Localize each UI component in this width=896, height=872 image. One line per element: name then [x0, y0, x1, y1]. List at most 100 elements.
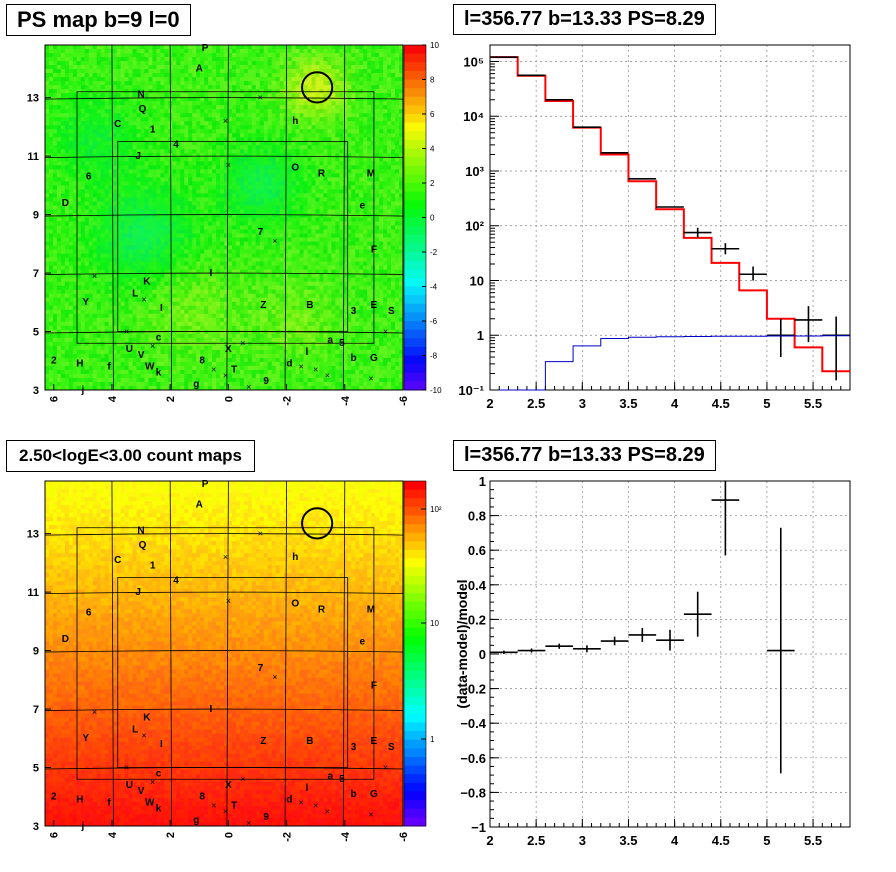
y-tick-label: −0.2	[460, 682, 486, 697]
source-label: k	[156, 367, 162, 378]
source-label: L	[132, 724, 138, 735]
x-tick-label: 5.5	[804, 396, 822, 411]
source-label: X	[225, 344, 232, 355]
source-label: G	[370, 353, 378, 364]
grid	[489, 45, 850, 391]
source-label: 3	[351, 742, 357, 753]
source-label: 1	[150, 125, 156, 136]
source-label: D	[62, 198, 69, 209]
spectrum-title: l=356.77 b=13.33 PS=8.29	[453, 4, 716, 35]
x-tick-label: 3	[579, 833, 586, 848]
colorbar-tick-label: 6	[430, 110, 435, 119]
y-tick-label: 11	[27, 587, 39, 599]
spectrum-plot: 2 2.5 3 3.5 4 4.5 5 5.5 10⁻¹ 1 10 10² 10³ 10⁴ 10⁵	[458, 44, 851, 411]
source-label: I	[210, 704, 213, 715]
source-label: 6	[86, 171, 92, 182]
source-label: E	[371, 300, 378, 311]
source-label: f	[107, 362, 111, 373]
x-tick-label: 5.5	[804, 833, 822, 848]
x-tick-label: 2.5	[527, 396, 545, 411]
y-tick-label: −0.8	[460, 785, 486, 800]
y-tick-label: −0.6	[460, 751, 486, 766]
source-cross: ×	[223, 370, 228, 380]
source-cross: ×	[211, 801, 216, 811]
source-label: N	[137, 90, 144, 101]
source-label: O	[291, 599, 299, 610]
source-cross: ×	[368, 373, 373, 383]
y-tick-label: 1	[477, 328, 484, 343]
source-label: Q	[139, 104, 147, 115]
source-label: C	[114, 555, 121, 566]
source-label: P	[202, 43, 209, 54]
ps-map-title: PS map b=9 l=0	[6, 4, 191, 36]
source-cross: ×	[124, 327, 129, 337]
source-label: F	[371, 681, 377, 692]
source-label: 9	[263, 376, 269, 387]
source-label: H	[76, 359, 83, 370]
y-tick-label: 11	[27, 151, 39, 163]
source-label: 5	[339, 338, 345, 349]
source-label: b	[350, 789, 356, 800]
source-label: d	[286, 795, 292, 806]
colorbar-tick-label: 1	[430, 735, 435, 744]
y-tick-label: 9	[33, 646, 39, 658]
source-cross: ×	[150, 777, 155, 787]
source-cross: ×	[298, 362, 303, 372]
grid	[489, 480, 850, 828]
source-label: c	[156, 332, 162, 343]
source-label: S	[388, 306, 395, 317]
source-label: b	[350, 353, 356, 364]
y-tick-label: 10³	[465, 164, 484, 179]
y-tick-label: 5	[33, 763, 39, 775]
source-cross: ×	[223, 116, 228, 126]
source-cross: ×	[383, 327, 388, 337]
x-tick-label: -4	[340, 831, 352, 842]
x-tick-label: -6	[398, 832, 410, 842]
x-tick-label: 4	[107, 395, 119, 402]
source-label: I	[160, 739, 163, 750]
source-label: H	[76, 795, 83, 806]
source-label: l	[306, 783, 309, 794]
y-tick-label: 10⁴	[463, 109, 484, 124]
x-tick-label: 4.5	[712, 396, 730, 411]
source-cross: ×	[240, 774, 245, 784]
source-label: T	[231, 364, 237, 375]
source-label: 7	[258, 663, 264, 674]
source-cross: ×	[223, 552, 228, 562]
source-label: l	[306, 347, 309, 358]
source-label: J	[135, 587, 141, 598]
source-label: N	[137, 526, 144, 537]
source-label: P	[202, 479, 209, 490]
x-tick-label: 4	[671, 833, 679, 848]
roi-inner	[117, 577, 349, 768]
source-label: 6	[86, 607, 92, 618]
source-label: Q	[139, 540, 147, 551]
source-label: A	[196, 63, 203, 74]
colorbar-tick-label: 8	[430, 76, 435, 85]
y-tick-label: 13	[27, 93, 39, 105]
residual-plot: 2 2.5 3 3.5 4 4.5 5 5.5 1 0.8 0.6 0.4 0.2 0 −0.2 −0.4 −0…	[454, 474, 851, 848]
colorbar-tick-label: 2	[430, 179, 435, 188]
source-cross: ×	[92, 271, 97, 281]
background-curve	[490, 335, 850, 391]
source-cross: ×	[92, 707, 97, 717]
source-label: 7	[258, 227, 264, 238]
source-label: c	[156, 768, 162, 779]
source-cross: ×	[246, 818, 251, 828]
y-tick-label: 7	[33, 704, 39, 716]
spectrum-panel: 2 2.5 3 3.5 4 4.5 5 5.5 10⁻¹ 1 10 10² 10³ 10⁴ 10⁵ l=35…	[445, 0, 896, 435]
x-tick-label: 6	[49, 396, 61, 402]
x-tick-label: 3.5	[619, 833, 637, 848]
source-cross: ×	[211, 365, 216, 375]
y-tick-label: 13	[27, 529, 39, 541]
x-tick-label: 6	[49, 832, 61, 838]
x-tick-label: -2	[282, 832, 294, 842]
source-cross: ×	[313, 365, 318, 375]
source-label: L	[132, 288, 138, 299]
x-tick-label: 4	[671, 396, 679, 411]
source-cross: ×	[150, 341, 155, 351]
source-label: 1	[150, 561, 156, 572]
source-cross: ×	[383, 763, 388, 773]
colorbar-tick-label: -10	[430, 386, 442, 395]
